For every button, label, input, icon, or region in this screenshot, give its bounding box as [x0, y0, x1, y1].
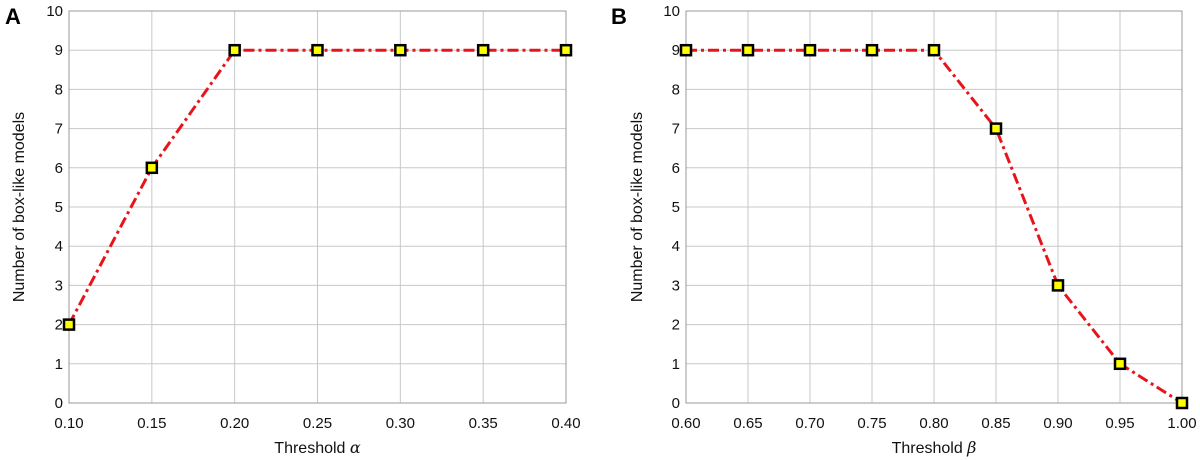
y-tick-label: 8: [672, 81, 680, 98]
data-point-marker: [865, 43, 879, 57]
x-tick-label: 0.75: [857, 415, 886, 432]
x-axis-title: Threshold β: [892, 438, 977, 457]
data-point-marker: [62, 318, 76, 331]
plot-frame: [68, 10, 567, 404]
y-tick-label: 0: [55, 395, 63, 412]
x-axis-symbol: β: [966, 438, 976, 457]
y-tick-label: 9: [55, 42, 63, 59]
y-tick-label: 8: [55, 81, 63, 98]
panel-label: B: [611, 4, 627, 29]
x-axis-title: Threshold α: [274, 438, 361, 457]
data-point-marker: [1113, 357, 1127, 371]
y-tick-label: 5: [672, 199, 680, 216]
x-tick-label: 1.00: [1167, 415, 1196, 432]
data-point-marker: [145, 161, 159, 175]
x-axis-title-text: Threshold: [892, 440, 968, 457]
x-tick-label: 0.10: [54, 415, 83, 432]
x-axis-title-text: Threshold: [274, 440, 350, 457]
x-tick-label: 0.80: [919, 415, 948, 432]
data-point-marker: [394, 43, 407, 57]
y-tick-label: 10: [46, 3, 63, 20]
x-tick-label: 0.60: [671, 415, 700, 432]
y-tick-label: 4: [672, 238, 680, 255]
y-tick-label: 3: [55, 277, 63, 294]
plot-frame: [685, 10, 1183, 404]
x-tick-label: 0.85: [981, 415, 1010, 432]
y-axis-title: Number of box-like models: [629, 112, 646, 302]
y-tick-label: 1: [55, 356, 63, 373]
y-tick-label: 6: [55, 160, 63, 177]
y-tick-label: 10: [663, 3, 680, 20]
y-tick-label: 1: [672, 356, 680, 373]
x-tick-label: 0.30: [386, 415, 415, 432]
y-tick-label: 7: [672, 121, 680, 138]
y-tick-label: 2: [672, 317, 680, 334]
data-point-marker: [228, 43, 241, 57]
data-point-marker: [989, 122, 1003, 135]
data-point-marker: [927, 43, 941, 57]
y-tick-label: 9: [672, 42, 680, 59]
x-tick-label: 0.95: [1105, 415, 1134, 432]
data-point-marker: [476, 43, 490, 57]
y-tick-label: 4: [55, 238, 63, 255]
data-point-marker: [803, 43, 817, 57]
y-tick-label: 0: [672, 395, 680, 412]
data-point-marker: [741, 43, 755, 57]
y-tick-label: 7: [55, 121, 63, 138]
data-point-marker: [559, 43, 573, 57]
y-axis-title: Number of box-like models: [11, 112, 28, 302]
x-axis-symbol: α: [350, 438, 361, 457]
x-tick-label: 0.15: [137, 415, 166, 432]
data-point-marker: [679, 43, 693, 57]
x-tick-label: 0.25: [303, 415, 332, 432]
x-tick-label: 0.65: [733, 415, 762, 432]
y-tick-label: 5: [55, 199, 63, 216]
data-point-marker: [311, 43, 324, 57]
y-tick-label: 6: [672, 160, 680, 177]
chart-panel-b: 0 1 2 3 4 5 6 7 8 9 10 0.60 0.65 0.70 0.75 0.80 0.85 0.90…: [611, 3, 1197, 457]
x-tick-label: 0.35: [469, 415, 498, 432]
y-tick-label: 3: [672, 277, 680, 294]
data-point-marker: [1175, 396, 1189, 410]
x-tick-label: 0.90: [1043, 415, 1072, 432]
chart-panel-a: 0 1 2 3 4 5 6 7 8 9 10 0.10 0.15 0.20 0.25 0.30 0.35 0.40…: [5, 3, 581, 457]
x-tick-label: 0.20: [220, 415, 249, 432]
panel-label: A: [5, 4, 21, 29]
y-tick-label: 2: [55, 317, 63, 334]
data-point-marker: [1051, 279, 1065, 292]
x-tick-label: 0.40: [551, 415, 580, 432]
x-tick-label: 0.70: [795, 415, 824, 432]
